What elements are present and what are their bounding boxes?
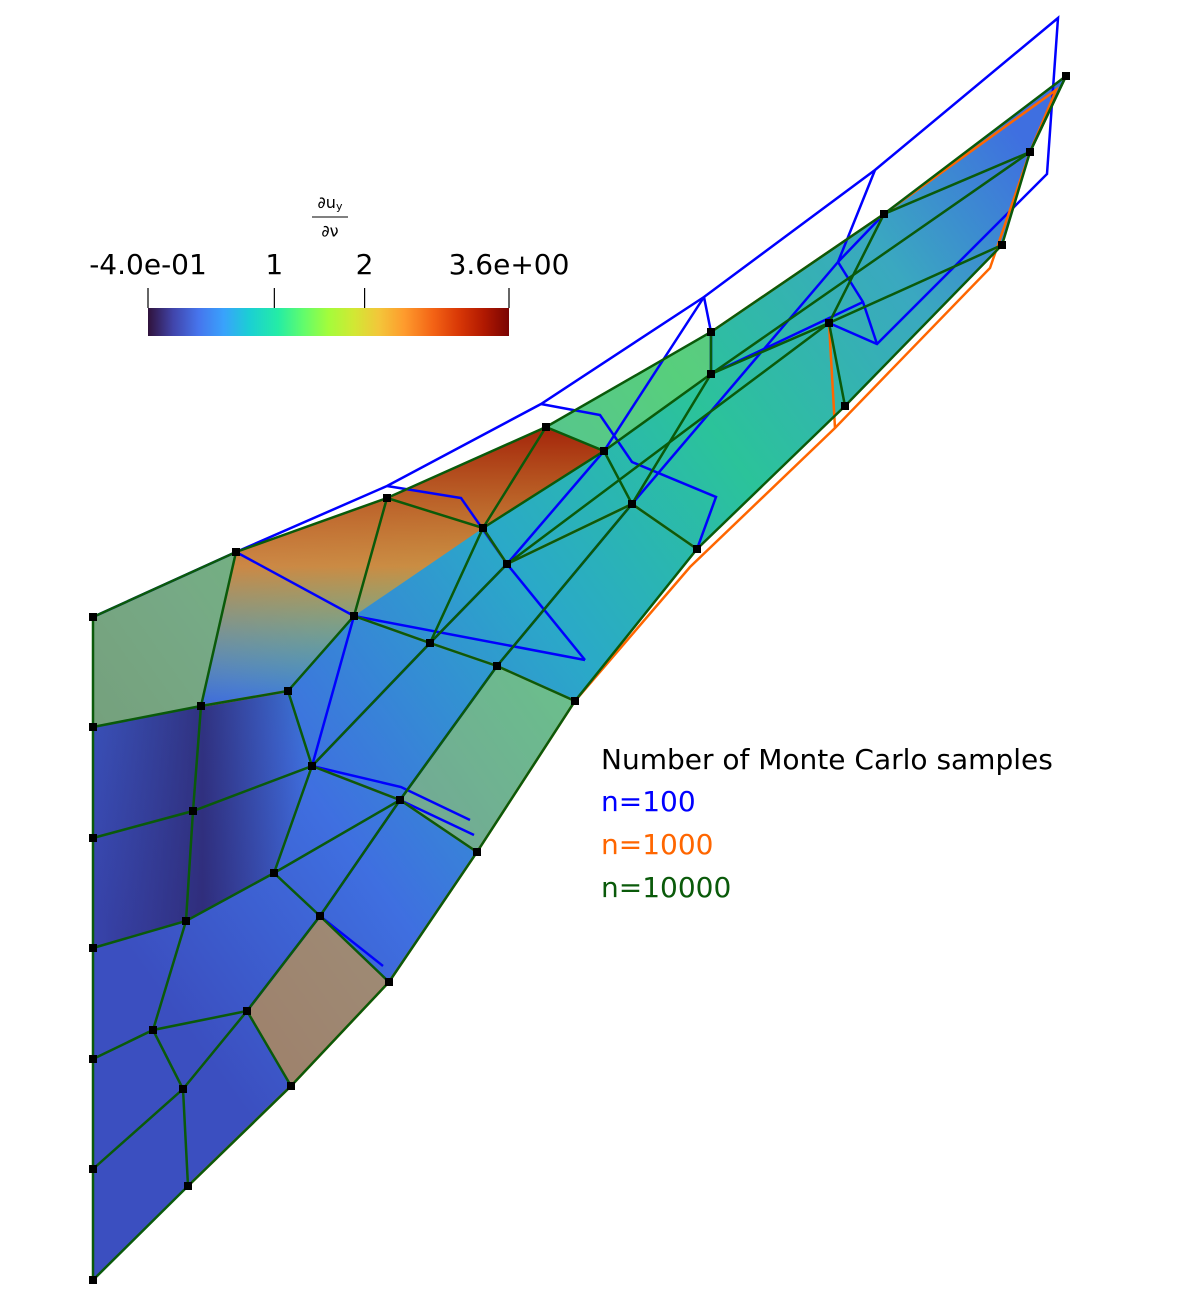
colorbar-title-denominator: ∂ν: [321, 222, 338, 241]
mesh-node: [89, 1276, 97, 1284]
mesh: [89, 15, 1070, 1284]
mesh-node: [243, 1007, 251, 1015]
mesh-node: [1062, 72, 1070, 80]
legend-title: Number of Monte Carlo samples: [601, 743, 1053, 776]
mesh-node: [184, 1182, 192, 1190]
mesh-node: [880, 210, 888, 218]
mesh-node: [825, 319, 833, 327]
mesh-node: [197, 702, 205, 710]
mesh-node: [182, 917, 190, 925]
colorbar-tick-label: 2: [356, 248, 374, 281]
colorbar-title-numerator: ∂uy: [318, 193, 343, 214]
mesh-node: [89, 723, 97, 731]
mesh-node: [707, 328, 715, 336]
colorbar-tick-label: 3.6e+00: [449, 248, 570, 281]
mesh-node: [270, 869, 278, 877]
mesh-node: [707, 370, 715, 378]
mesh-node: [232, 548, 240, 556]
mesh-shading: [93, 691, 312, 948]
colorbar: ∂uy ∂ν -4.0e-01 1 2 3.6e+00: [89, 193, 570, 336]
legend-entry: n=1000: [601, 828, 713, 861]
mesh-node: [503, 560, 511, 568]
colorbar-tick-label: 1: [265, 248, 283, 281]
colorbar-tick-label: -4.0e-01: [89, 248, 207, 281]
mesh-node: [350, 612, 358, 620]
legend-entry: n=10000: [601, 871, 731, 904]
mesh-node: [316, 912, 324, 920]
mesh-node: [89, 1165, 97, 1173]
mesh-node: [628, 500, 636, 508]
mesh-node: [473, 848, 481, 856]
mesh-node: [479, 524, 487, 532]
mesh-node: [998, 241, 1006, 249]
mesh-node: [308, 762, 316, 770]
colorbar-ramp: [148, 308, 509, 336]
mesh-node: [693, 545, 701, 553]
mesh-node: [179, 1085, 187, 1093]
mesh-node: [396, 796, 404, 804]
mesh-node: [542, 423, 550, 431]
legend: Number of Monte Carlo samples n=100 n=100…: [601, 743, 1053, 904]
mesh-node: [493, 662, 501, 670]
mesh-node: [89, 1055, 97, 1063]
mesh-shading: [546, 332, 711, 451]
legend-entry: n=100: [601, 785, 696, 818]
mesh-nodes: [89, 72, 1070, 1284]
mesh-node: [383, 494, 391, 502]
mesh-shading: [247, 916, 389, 1086]
mesh-node: [189, 807, 197, 815]
mesh-n10000: [91, 75, 1068, 1283]
mesh-shading: [93, 552, 236, 727]
mesh-node: [385, 978, 393, 986]
mesh-node: [149, 1026, 157, 1034]
mesh-node: [89, 834, 97, 842]
mesh-shading: [400, 666, 575, 852]
mesh-node: [89, 613, 97, 621]
mesh-node: [426, 639, 434, 647]
mesh-node: [571, 697, 579, 705]
mesh-node: [89, 944, 97, 952]
mesh-node: [600, 447, 608, 455]
mesh-node: [1026, 148, 1034, 156]
mesh-node: [287, 1082, 295, 1090]
mesh-node: [841, 402, 849, 410]
mesh-node: [284, 687, 292, 695]
